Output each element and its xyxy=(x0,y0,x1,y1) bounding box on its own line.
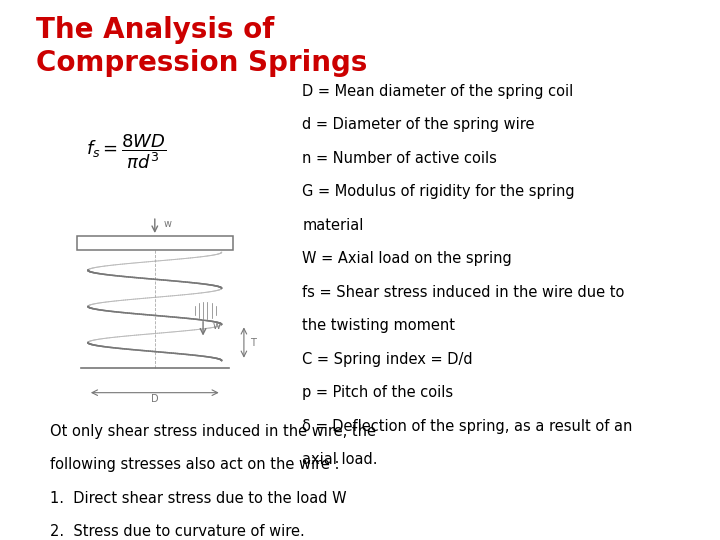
Text: n = Number of active coils: n = Number of active coils xyxy=(302,151,498,166)
Text: W = Axial load on the spring: W = Axial load on the spring xyxy=(302,251,512,266)
Text: δ = Deflection of the spring, as a result of an: δ = Deflection of the spring, as a resul… xyxy=(302,418,633,434)
Text: w: w xyxy=(212,321,221,331)
Text: axial load.: axial load. xyxy=(302,452,378,467)
Text: material: material xyxy=(302,218,364,233)
Text: 1.  Direct shear stress due to the load W: 1. Direct shear stress due to the load W xyxy=(50,491,347,506)
Text: p = Pitch of the coils: p = Pitch of the coils xyxy=(302,385,454,400)
Text: following stresses also act on the wire :: following stresses also act on the wire … xyxy=(50,457,340,472)
Text: 2.  Stress due to curvature of wire.: 2. Stress due to curvature of wire. xyxy=(50,524,305,539)
Text: $f_s = \dfrac{8WD}{\pi d^3}$: $f_s = \dfrac{8WD}{\pi d^3}$ xyxy=(86,132,167,171)
Text: the twisting moment: the twisting moment xyxy=(302,318,455,333)
Bar xyxy=(77,236,233,249)
Text: G = Modulus of rigidity for the spring: G = Modulus of rigidity for the spring xyxy=(302,184,575,199)
Circle shape xyxy=(193,302,218,319)
Text: D: D xyxy=(151,394,158,404)
Text: Ot only shear stress induced in the wire, the: Ot only shear stress induced in the wire… xyxy=(50,424,377,439)
Text: T: T xyxy=(250,338,256,348)
Text: The Analysis of
Compression Springs: The Analysis of Compression Springs xyxy=(36,16,367,77)
Text: w: w xyxy=(163,219,171,229)
Text: C = Spring index = D/d: C = Spring index = D/d xyxy=(302,352,473,367)
Text: fs = Shear stress induced in the wire due to: fs = Shear stress induced in the wire du… xyxy=(302,285,625,300)
Text: D = Mean diameter of the spring coil: D = Mean diameter of the spring coil xyxy=(302,84,574,99)
Text: d = Diameter of the spring wire: d = Diameter of the spring wire xyxy=(302,117,535,132)
